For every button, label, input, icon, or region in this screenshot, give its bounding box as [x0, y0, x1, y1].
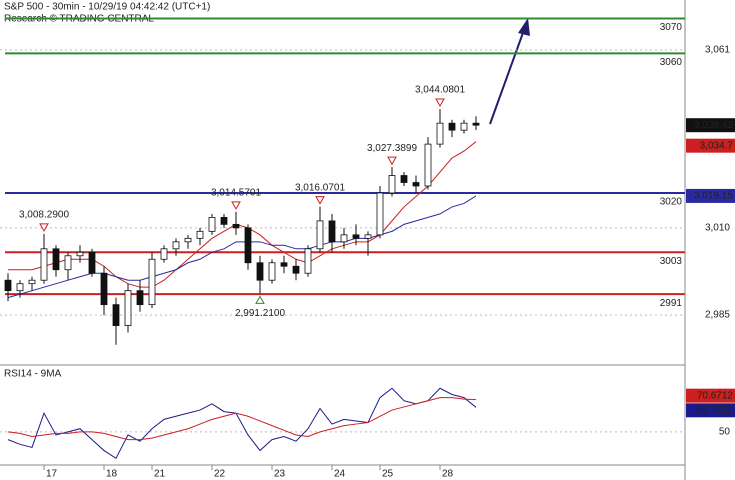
- candle-body: [424, 143, 432, 187]
- candle-body: [472, 122, 480, 126]
- high-pivot: [315, 196, 325, 205]
- moving-average: [8, 141, 477, 288]
- price-label-box: [686, 138, 735, 153]
- price-label: 65.7522: [697, 405, 734, 416]
- candle-body: [52, 248, 60, 271]
- candle-body: [292, 265, 300, 274]
- price-label: 3,019.15: [694, 191, 733, 202]
- candle-body: [328, 220, 336, 243]
- high-pivot: [231, 201, 241, 210]
- candle-body: [460, 122, 468, 131]
- candle-body: [388, 175, 396, 194]
- x-tick-label: 28: [442, 469, 454, 480]
- candle-body: [256, 262, 264, 281]
- level-label: 2991: [660, 298, 683, 309]
- candle-body: [304, 248, 312, 274]
- candle-body: [352, 234, 360, 239]
- candle-body: [136, 290, 144, 306]
- forecast-arrow: [489, 29, 525, 125]
- candle-body: [376, 192, 384, 236]
- rsi-line: [7, 397, 477, 441]
- candle-body: [76, 251, 84, 257]
- price-label: 70.6712: [697, 390, 734, 401]
- high-label: 3,016.0701: [295, 182, 345, 193]
- x-tick-label: 24: [334, 469, 346, 480]
- candle-body: [412, 182, 420, 187]
- x-tick-label: 23: [274, 469, 286, 480]
- x-tick-label: 22: [214, 469, 226, 480]
- candle-body: [436, 122, 444, 145]
- candle-body: [148, 258, 156, 306]
- candle-body: [40, 248, 48, 281]
- candle-body: [16, 283, 24, 292]
- level-label: 3020: [660, 197, 683, 208]
- price-label: 3,039.42: [694, 120, 733, 131]
- candle-body: [28, 279, 36, 285]
- x-tick-label: 21: [154, 469, 166, 480]
- low-pivot: [255, 295, 265, 304]
- rsi-line: [7, 387, 477, 460]
- x-tick-label: 25: [382, 469, 394, 480]
- level-label: 3070: [660, 22, 683, 33]
- y-tick-label: 2,985: [705, 310, 730, 321]
- candle-body: [112, 304, 120, 326]
- level-label: 3060: [660, 57, 683, 68]
- high-label: 3,027.3899: [367, 143, 417, 154]
- y-tick-label: 50: [719, 426, 731, 437]
- forecast-arrowhead: [518, 18, 530, 36]
- x-tick-label: 17: [46, 469, 58, 480]
- moving-average: [7, 195, 477, 299]
- high-label: 3,014.5701: [211, 188, 261, 199]
- candle-body: [4, 279, 12, 292]
- chart-title: S&P 500 - 30min - 10/29/19 04:42:42 (UTC…: [4, 2, 210, 13]
- high-pivot: [435, 98, 445, 107]
- high-pivot: [39, 223, 49, 232]
- candle-body: [364, 234, 372, 239]
- price-label-box: [686, 388, 735, 403]
- candle-body: [232, 223, 240, 229]
- candle-body: [64, 255, 72, 271]
- candle-body: [196, 230, 204, 239]
- high-label: 3,044.0801: [415, 85, 465, 96]
- high-pivot: [387, 156, 397, 166]
- candle-body: [100, 272, 108, 306]
- low-label: 2,991.2100: [235, 308, 285, 319]
- level-label: 3003: [660, 256, 683, 267]
- candle-body: [124, 290, 132, 326]
- candle-body: [340, 234, 348, 243]
- price-label-box: [686, 118, 735, 133]
- price-label-box: [686, 188, 735, 203]
- x-tick-label: 18: [106, 469, 118, 480]
- candle-body: [160, 248, 168, 260]
- candle-body: [220, 216, 228, 225]
- candle-body: [400, 175, 408, 183]
- price-label-box: [686, 403, 735, 418]
- rsi-title: RSI14 - 9MA: [4, 369, 62, 380]
- candle-body: [88, 251, 96, 274]
- y-tick-label: 3,010: [705, 223, 730, 234]
- candle-body: [448, 122, 456, 131]
- candle-body: [184, 237, 192, 243]
- candle-body: [280, 262, 288, 267]
- high-label: 3,008.2900: [19, 209, 69, 220]
- candle-body: [316, 220, 324, 250]
- candle-body: [268, 262, 276, 281]
- price-label: 3,034.7: [700, 140, 734, 151]
- candle-body: [244, 227, 252, 264]
- candle-body: [208, 216, 216, 232]
- y-tick-label: 3,061: [705, 45, 730, 56]
- candle-body: [172, 241, 180, 250]
